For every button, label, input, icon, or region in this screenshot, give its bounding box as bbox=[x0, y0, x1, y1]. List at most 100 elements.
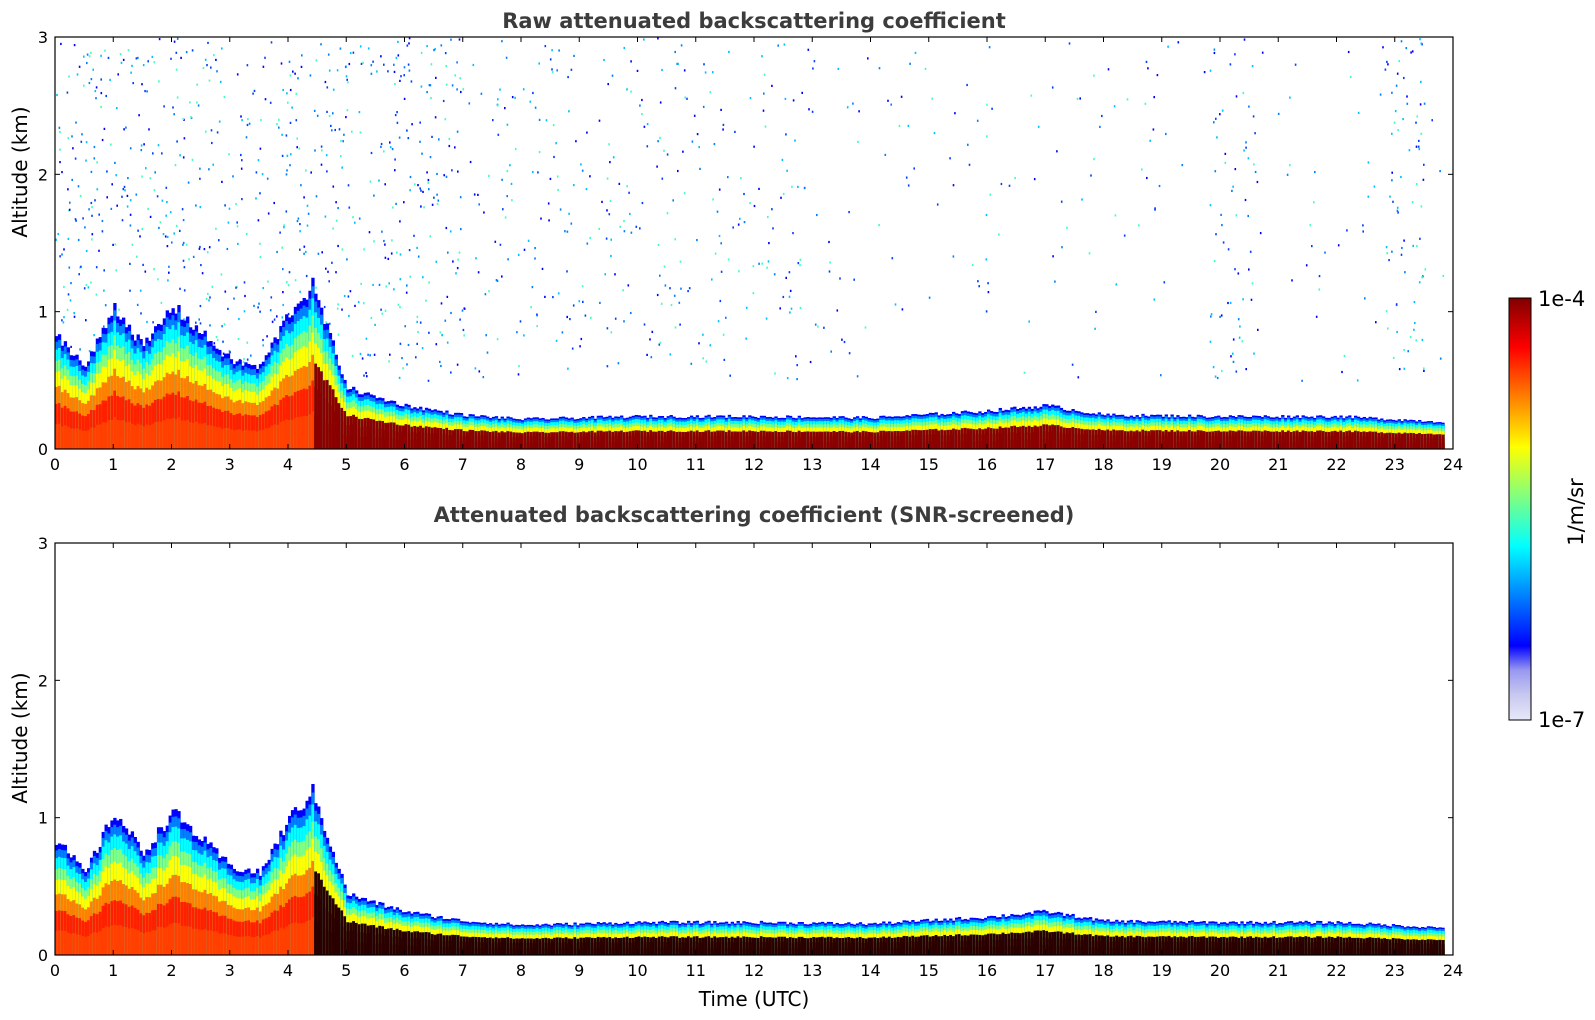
layer-column bbox=[267, 427, 271, 449]
layer-column bbox=[384, 438, 388, 449]
noise-speckle bbox=[352, 51, 355, 54]
layer-column bbox=[168, 419, 172, 449]
noise-speckle bbox=[236, 221, 238, 224]
layer-column bbox=[800, 442, 804, 449]
noise-speckle bbox=[95, 97, 97, 100]
noise-speckle bbox=[380, 308, 382, 311]
noise-speckle bbox=[1423, 367, 1425, 370]
noise-speckle bbox=[137, 56, 139, 59]
noise-speckle bbox=[584, 314, 587, 317]
layer-column bbox=[710, 442, 714, 449]
noise-speckle bbox=[106, 196, 108, 199]
noise-speckle bbox=[340, 155, 342, 158]
noise-speckle bbox=[905, 176, 908, 179]
noise-speckle bbox=[62, 321, 65, 324]
noise-speckle bbox=[1144, 102, 1147, 105]
noise-speckle bbox=[1093, 158, 1095, 161]
noise-speckle bbox=[1153, 96, 1155, 99]
noise-speckle bbox=[649, 338, 651, 341]
layer-column bbox=[468, 441, 472, 449]
layer-column bbox=[349, 435, 353, 449]
noise-speckle bbox=[608, 143, 610, 146]
noise-speckle bbox=[1415, 182, 1418, 186]
noise-speckle bbox=[303, 245, 306, 248]
noise-speckle bbox=[1165, 132, 1167, 136]
layer-column bbox=[454, 441, 458, 449]
layer-column bbox=[1112, 441, 1116, 449]
noise-speckle bbox=[1254, 170, 1257, 174]
noise-speckle bbox=[63, 316, 65, 319]
noise-speckle bbox=[796, 364, 798, 367]
noise-speckle bbox=[85, 283, 88, 287]
noise-speckle bbox=[1237, 318, 1240, 321]
noise-speckle bbox=[485, 334, 487, 337]
noise-speckle bbox=[127, 49, 130, 52]
noise-speckle bbox=[1149, 139, 1151, 142]
layer-column bbox=[1220, 442, 1224, 449]
noise-speckle bbox=[123, 128, 125, 131]
noise-speckle bbox=[338, 128, 341, 131]
layer-column bbox=[57, 423, 62, 449]
noise-speckle bbox=[569, 318, 571, 321]
noise-speckle bbox=[573, 54, 575, 57]
noise-speckle bbox=[1410, 51, 1412, 54]
noise-speckle bbox=[183, 318, 185, 321]
layer-column bbox=[960, 440, 965, 449]
noise-speckle bbox=[426, 171, 428, 174]
noise-speckle bbox=[72, 147, 74, 150]
noise-speckle bbox=[378, 283, 381, 286]
noise-speckle bbox=[568, 110, 570, 113]
noise-speckle bbox=[1107, 68, 1110, 71]
layer-column bbox=[937, 441, 941, 449]
layer-column bbox=[698, 442, 702, 449]
noise-speckle bbox=[120, 61, 123, 64]
noise-speckle bbox=[90, 51, 92, 54]
noise-speckle bbox=[1061, 246, 1063, 249]
noise-speckle bbox=[598, 227, 600, 230]
noise-speckle bbox=[409, 175, 412, 179]
layer-column bbox=[404, 439, 408, 449]
noise-speckle bbox=[370, 316, 373, 319]
noise-speckle bbox=[463, 334, 465, 337]
noise-speckle bbox=[297, 217, 300, 220]
noise-speckle bbox=[589, 175, 591, 178]
layer-column bbox=[302, 415, 306, 449]
noise-speckle bbox=[365, 337, 368, 340]
layer-column bbox=[1301, 441, 1305, 449]
noise-speckle bbox=[627, 284, 630, 287]
noise-speckle bbox=[236, 225, 239, 228]
noise-speckle bbox=[534, 247, 536, 250]
noise-speckle bbox=[195, 321, 197, 324]
layer-column bbox=[861, 441, 866, 449]
noise-speckle bbox=[547, 202, 550, 205]
noise-speckle bbox=[1418, 281, 1421, 284]
layer-column bbox=[920, 441, 924, 449]
layer-column bbox=[1019, 440, 1023, 449]
noise-speckle bbox=[709, 91, 712, 94]
noise-speckle bbox=[351, 354, 354, 357]
noise-speckle bbox=[294, 72, 296, 75]
noise-speckle bbox=[894, 303, 897, 306]
noise-speckle bbox=[100, 54, 102, 57]
layer-column bbox=[1199, 441, 1203, 449]
noise-speckle bbox=[1000, 182, 1003, 186]
noise-speckle bbox=[223, 95, 226, 99]
noise-speckle bbox=[1382, 46, 1384, 49]
noise-speckle bbox=[1158, 184, 1161, 188]
layer-column bbox=[1263, 441, 1267, 449]
noise-speckle bbox=[1289, 164, 1291, 167]
noise-speckle bbox=[949, 157, 951, 160]
noise-speckle bbox=[144, 90, 146, 93]
noise-speckle bbox=[670, 303, 673, 307]
layer-column bbox=[841, 441, 845, 449]
noise-speckle bbox=[837, 67, 840, 70]
noise-speckle bbox=[329, 322, 331, 325]
layer-column bbox=[226, 427, 231, 449]
noise-speckle bbox=[663, 265, 666, 268]
noise-speckle bbox=[456, 88, 458, 91]
noise-speckle bbox=[360, 62, 363, 65]
noise-speckle bbox=[1343, 354, 1346, 357]
layer-column bbox=[363, 436, 368, 449]
noise-speckle bbox=[1234, 268, 1236, 271]
layer-column bbox=[1208, 442, 1212, 449]
